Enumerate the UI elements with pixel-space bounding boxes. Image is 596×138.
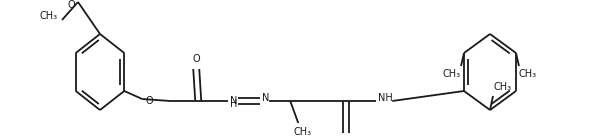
Text: H: H — [230, 99, 238, 109]
Text: NH: NH — [378, 93, 393, 103]
Text: CH₃: CH₃ — [519, 69, 537, 79]
Text: CH₃: CH₃ — [443, 69, 461, 79]
Text: O: O — [145, 96, 153, 106]
Text: CH₃: CH₃ — [40, 11, 58, 21]
Text: O: O — [67, 0, 75, 10]
Text: O: O — [193, 54, 200, 64]
Text: CH₃: CH₃ — [493, 82, 511, 92]
Text: N: N — [230, 96, 238, 106]
Text: N: N — [262, 93, 269, 103]
Text: CH₃: CH₃ — [293, 127, 311, 137]
